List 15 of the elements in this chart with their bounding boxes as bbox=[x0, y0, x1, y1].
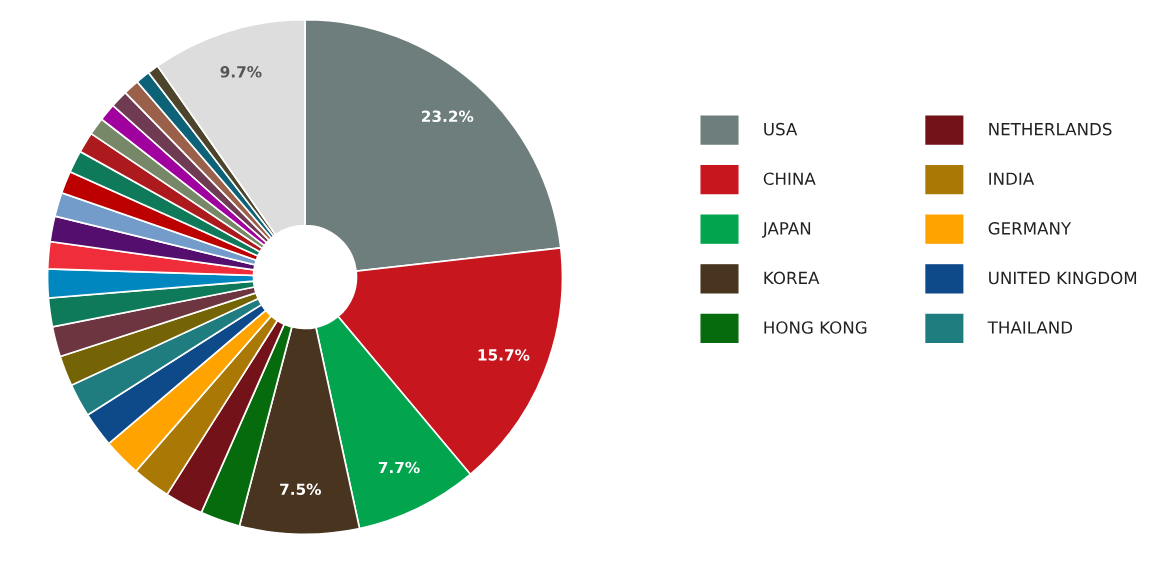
legend-label: GERMANY bbox=[988, 222, 1072, 235]
legend-label: NETHERLANDS bbox=[989, 122, 1112, 136]
data-label: 9.7% bbox=[220, 66, 262, 78]
legend-label: KOREA bbox=[764, 271, 820, 285]
legend-label: CHINA bbox=[763, 172, 816, 186]
legend-label: USA bbox=[764, 122, 798, 136]
legend-label: THAILAND bbox=[987, 321, 1073, 334]
data-label: 15.7% bbox=[478, 349, 530, 361]
data-label: 7.5% bbox=[280, 483, 321, 496]
data-label: 7.7% bbox=[378, 461, 420, 474]
legend-label: UNITED KINGDOM bbox=[989, 271, 1137, 285]
legend-label: HONG KONG bbox=[764, 321, 867, 334]
data-label: 23.2% bbox=[422, 110, 474, 123]
legend-label: JAPAN bbox=[761, 222, 811, 238]
legend-label: INDIA bbox=[989, 172, 1035, 185]
